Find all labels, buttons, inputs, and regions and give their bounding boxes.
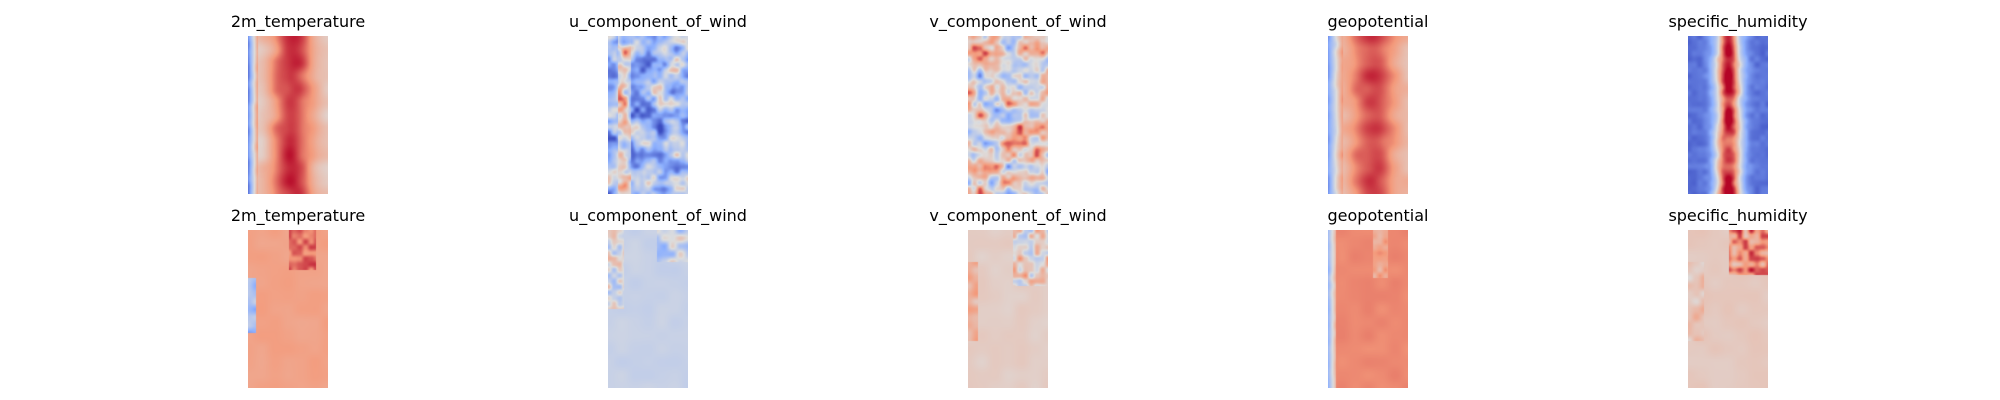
- heatmap-image: [608, 36, 688, 194]
- panel-title: 2m_temperature: [230, 12, 366, 31]
- panel-title: geopotential: [1327, 12, 1429, 31]
- panel-title: 2m_temperature: [230, 206, 366, 225]
- panel-title: v_component_of_wind: [929, 12, 1107, 31]
- heatmap-image: [608, 230, 688, 388]
- heatmap-image: [968, 36, 1048, 194]
- panel-title: specific_humidity: [1668, 206, 1808, 225]
- heatmap-image: [1688, 36, 1768, 194]
- panel-title: v_component_of_wind: [929, 206, 1107, 225]
- heatmap-image: [1328, 36, 1408, 194]
- heatmap-image: [1688, 230, 1768, 388]
- panel-title: specific_humidity: [1668, 12, 1808, 31]
- heatmap-image: [248, 36, 328, 194]
- panel-title: u_component_of_wind: [569, 12, 747, 31]
- heatmap-image: [968, 230, 1048, 388]
- heatmap-image: [1328, 230, 1408, 388]
- heatmap-image: [248, 230, 328, 388]
- panel-title: u_component_of_wind: [569, 206, 747, 225]
- panel-title: geopotential: [1327, 206, 1429, 225]
